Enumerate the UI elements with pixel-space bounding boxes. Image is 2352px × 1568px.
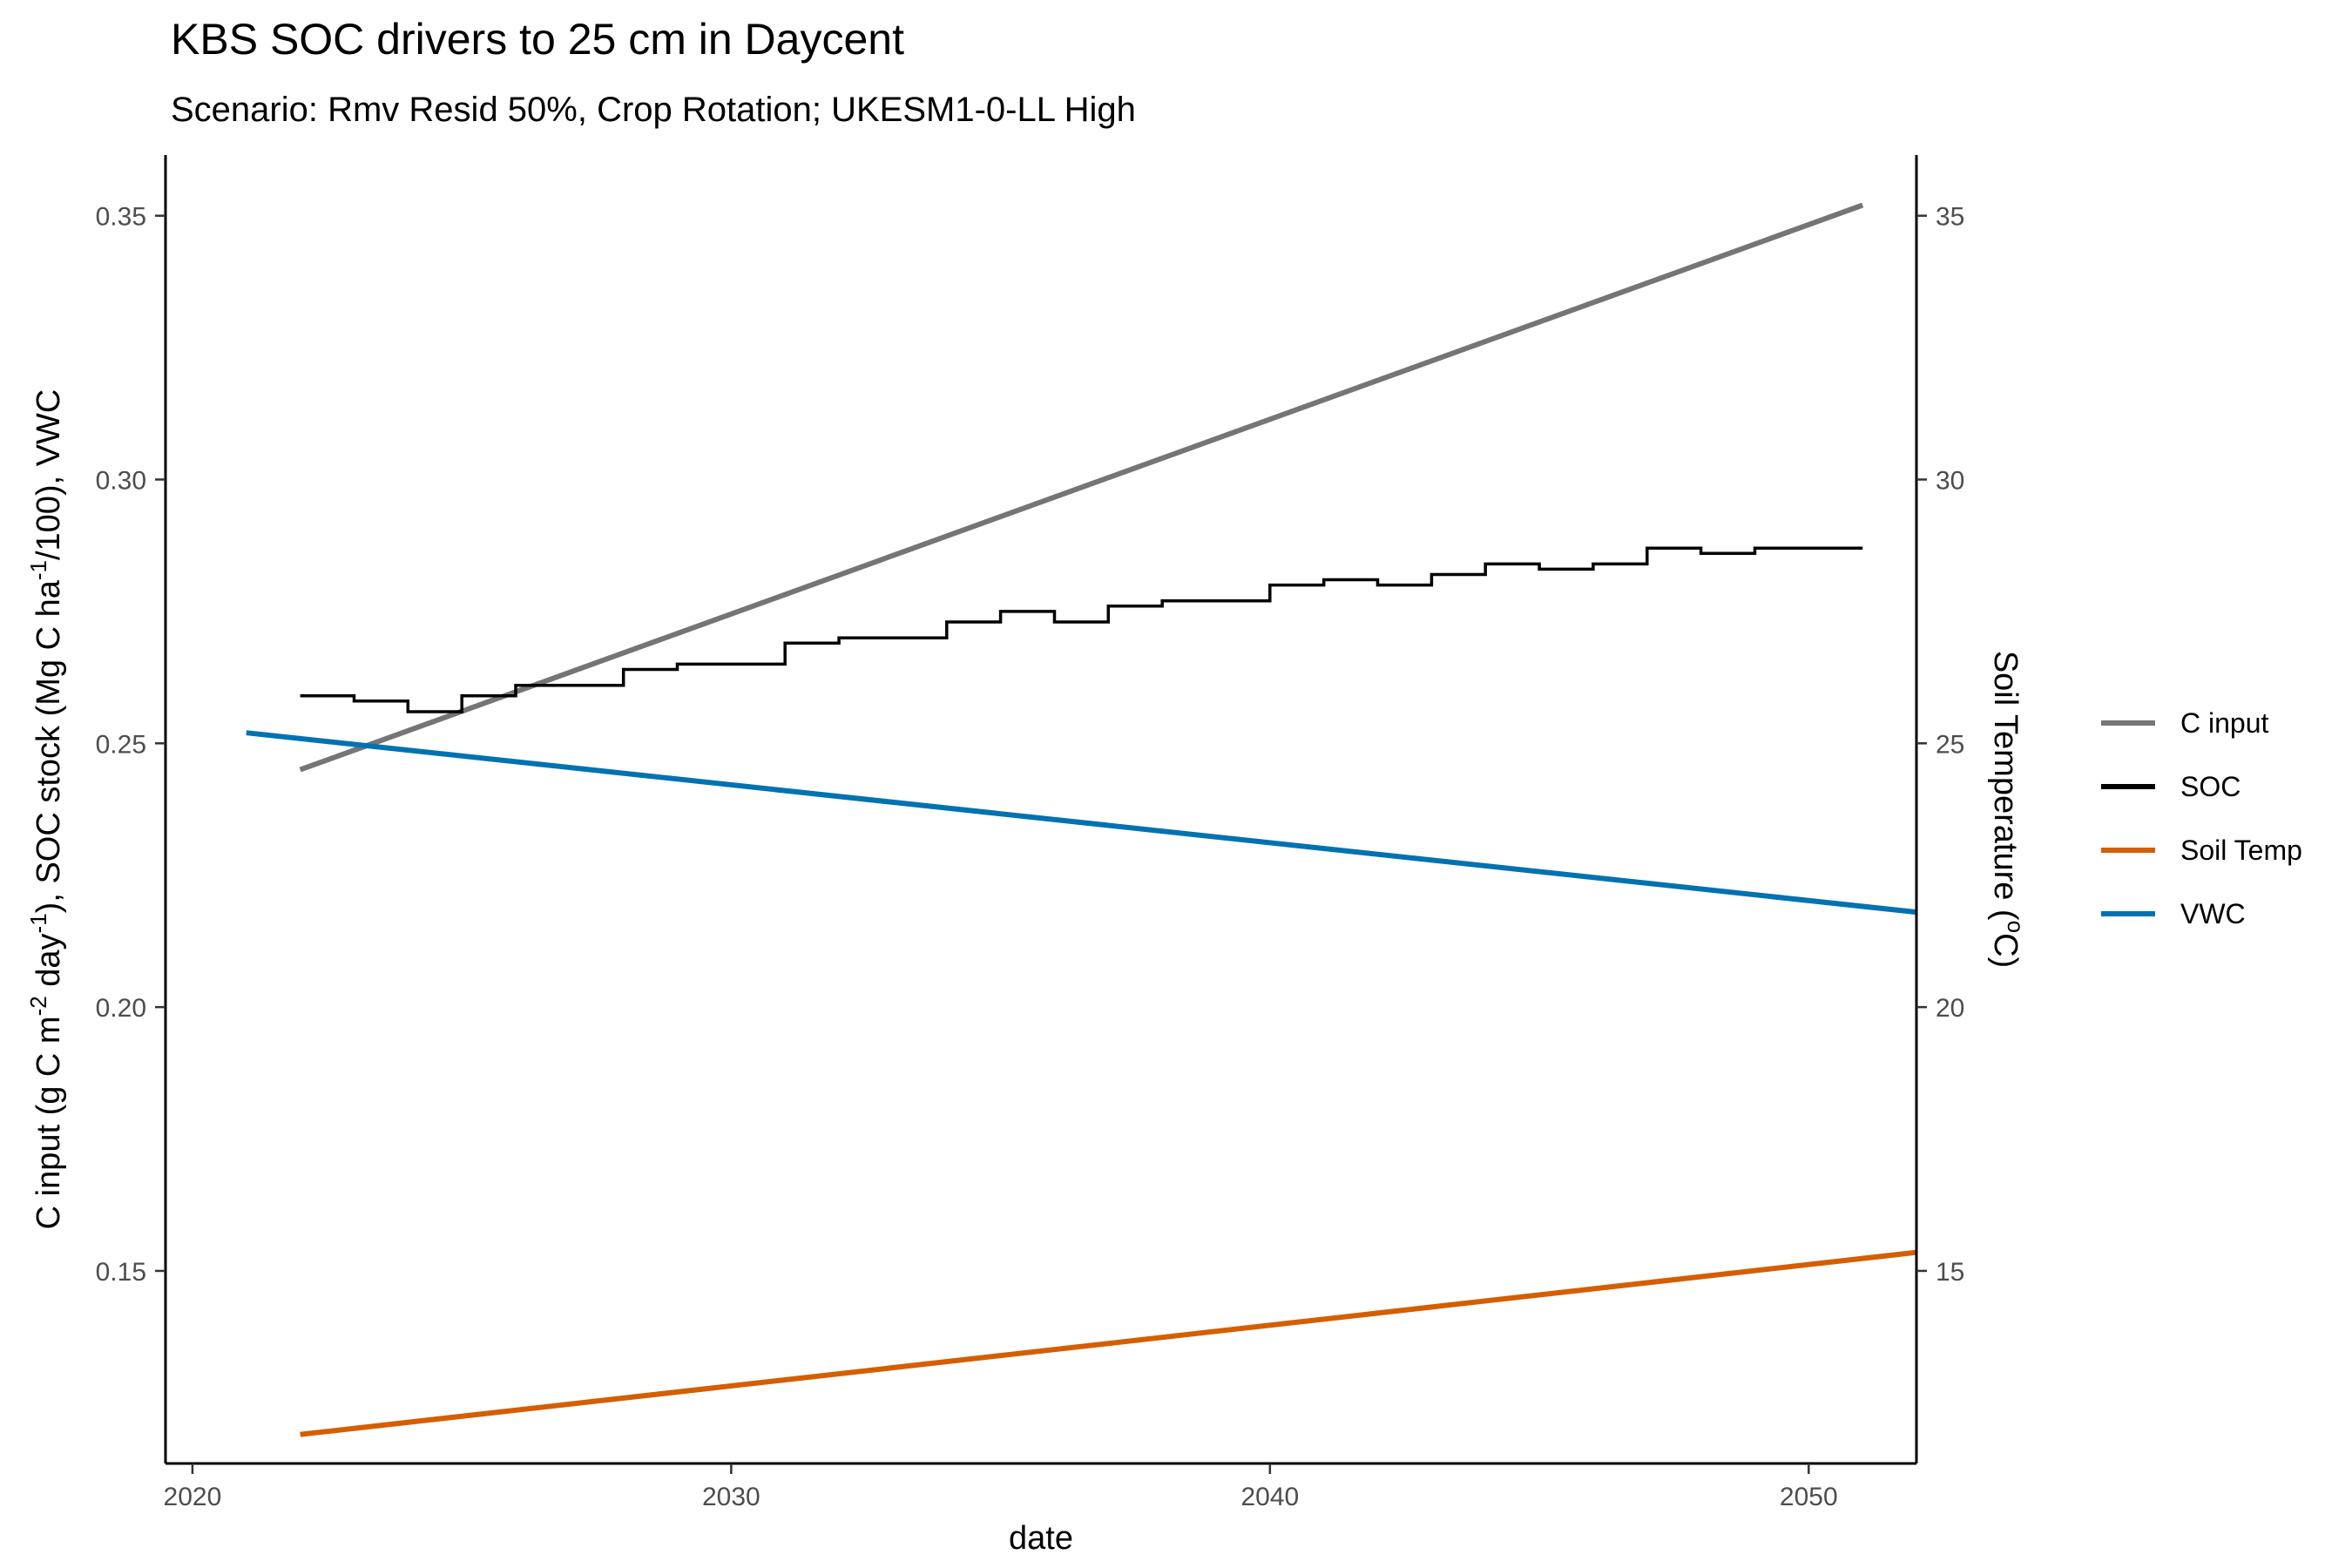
x-tick-label: 2040: [1240, 1483, 1299, 1511]
series-line-soc: [300, 546, 1863, 713]
y-tick-label: 0.20: [96, 994, 146, 1023]
legend-label-soc: SOC: [2180, 771, 2240, 802]
series-line-vwc: [246, 730, 1917, 916]
y-tick-label: 0.30: [96, 466, 146, 495]
chart-subtitle: Scenario: Rmv Resid 50%, Crop Rotation; …: [171, 91, 1136, 129]
y2-tick-label: 35: [1936, 203, 1964, 232]
series-line-c-input: [299, 202, 1864, 773]
y-tick-label: 0.25: [96, 730, 146, 759]
y2-tick-label: 30: [1936, 466, 1964, 495]
y-tick-label: 0.35: [96, 203, 146, 232]
y-axis-title: C input (g C m-2 day-1), SOC stock (Mg C…: [25, 389, 67, 1230]
x-tick-label: 2020: [164, 1483, 222, 1511]
y2-tick-label: 20: [1936, 994, 1964, 1023]
y-tick-label: 0.15: [96, 1258, 146, 1287]
y2-axis-title: Soil Temperature (oC): [1987, 651, 2029, 968]
series-layer: [246, 202, 1917, 1437]
legend: C input SOC Soil Temp VWC: [2101, 707, 2302, 929]
x-axis-title: date: [1009, 1520, 1073, 1557]
axis-layer: 2020 2030 2040 20500.150.200.250.300.351520…: [25, 155, 2029, 1557]
y2-tick-label: 15: [1936, 1258, 1964, 1287]
x-tick-label: 2050: [1780, 1483, 1838, 1511]
y2-tick-label: 25: [1936, 730, 1964, 759]
chart-title: KBS SOC drivers to 25 cm in Daycent: [171, 15, 904, 64]
x-tick-label: 2030: [702, 1483, 760, 1511]
legend-label-soil-temp: Soil Temp: [2180, 835, 2302, 866]
legend-label-c-input: C input: [2180, 707, 2269, 739]
series-line-soil-temp: [300, 1249, 1917, 1437]
legend-label-vwc: VWC: [2180, 898, 2246, 929]
